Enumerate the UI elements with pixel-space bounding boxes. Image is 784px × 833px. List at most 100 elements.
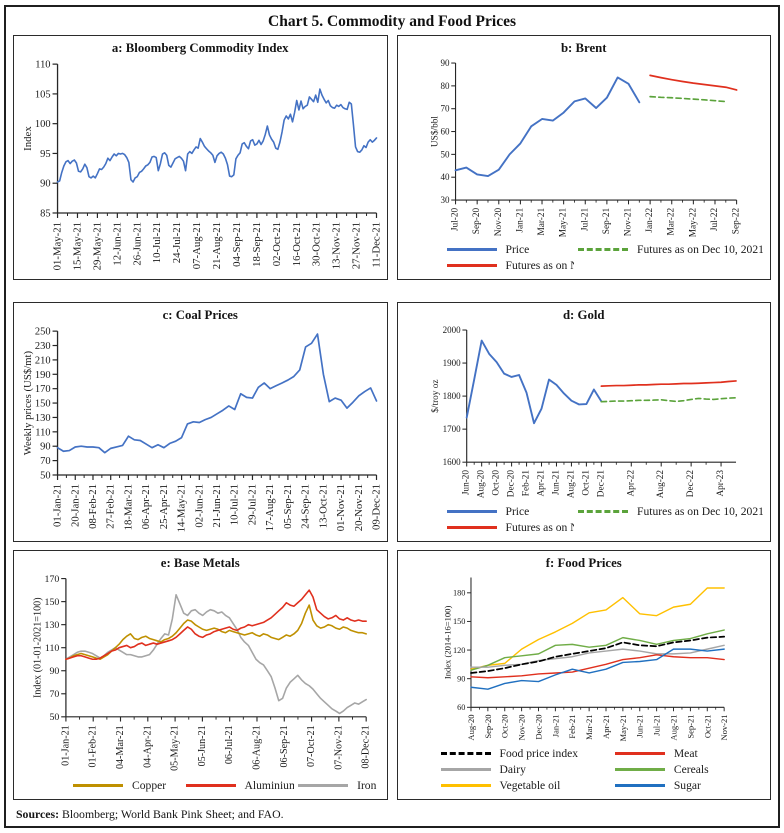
svg-text:01-Feb-21: 01-Feb-21 xyxy=(88,725,99,767)
legend-swatch xyxy=(578,510,629,513)
svg-text:02-Jun-21: 02-Jun-21 xyxy=(193,484,205,528)
legend-label: Aluminium xyxy=(244,779,295,792)
svg-text:May-21: May-21 xyxy=(558,207,568,237)
svg-text:50: 50 xyxy=(49,712,59,723)
svg-text:Dec-22: Dec-22 xyxy=(686,470,696,498)
svg-text:250: 250 xyxy=(35,327,51,338)
svg-text:01-Nov-21: 01-Nov-21 xyxy=(335,484,347,531)
svg-text:130: 130 xyxy=(35,413,51,424)
svg-text:170: 170 xyxy=(45,574,60,585)
svg-text:50: 50 xyxy=(440,149,450,159)
panel-f-food-prices: f: Food Prices 60 90 120 150 180 Aug-20 Sep-20… xyxy=(396,550,771,800)
row-1: a: Bloomberg Commodity Index 85 90 95 100 10… xyxy=(13,35,771,280)
svg-text:Nov-21: Nov-21 xyxy=(623,207,633,236)
svg-text:Jan-22: Jan-22 xyxy=(645,207,655,232)
svg-text:05-May-21: 05-May-21 xyxy=(170,725,181,771)
legend-label: Dairy xyxy=(499,763,526,776)
legend-swatch xyxy=(440,752,491,755)
svg-text:07-Oct-21: 07-Oct-21 xyxy=(306,725,317,767)
svg-text:01-Jan-21: 01-Jan-21 xyxy=(52,484,64,527)
legend-label: Iron xyxy=(357,779,377,792)
svg-text:20-Jan-21: 20-Jan-21 xyxy=(69,484,81,527)
legend-label: Futures as on Dec 10, 2021 xyxy=(637,505,763,518)
svg-text:110: 110 xyxy=(35,60,50,71)
panel-c-coal-prices: c: Coal Prices 50 70 90 110 130 150 170 190 210 2… xyxy=(13,302,388,542)
legend-swatch xyxy=(578,248,629,251)
chart-c-coal-prices: 50 70 90 110 130 150 170 190 210 230 250 01-Jan-21 2… xyxy=(22,327,383,533)
svg-text:170: 170 xyxy=(35,384,51,395)
svg-text:90: 90 xyxy=(457,674,465,683)
svg-text:50: 50 xyxy=(40,470,50,481)
svg-text:Dec-20: Dec-20 xyxy=(506,470,516,498)
legend-swatch xyxy=(440,768,491,771)
legend-item-sugar: Sugar xyxy=(614,779,763,792)
legend-item-food-price-index: Food price index xyxy=(440,747,611,760)
svg-text:Apr-21: Apr-21 xyxy=(536,470,546,497)
svg-text:Index (2014-16=100): Index (2014-16=100) xyxy=(442,606,452,680)
legend-item-vegetable-oil: Vegetable oil xyxy=(440,779,611,792)
svg-text:95: 95 xyxy=(40,149,50,160)
svg-text:US$/bbl: US$/bbl xyxy=(429,116,440,147)
svg-text:150: 150 xyxy=(35,399,51,410)
svg-text:Sep-21: Sep-21 xyxy=(685,714,695,738)
svg-text:90: 90 xyxy=(440,58,450,68)
legend-label: Vegetable oil xyxy=(499,779,561,792)
svg-text:150: 150 xyxy=(452,617,464,626)
svg-text:90: 90 xyxy=(40,179,50,190)
svg-text:80: 80 xyxy=(440,81,450,91)
legend-swatch xyxy=(446,526,497,529)
svg-text:08-Dec-21: 08-Dec-21 xyxy=(361,725,372,768)
svg-text:$/troy oz: $/troy oz xyxy=(430,380,440,413)
svg-text:Apr-21: Apr-21 xyxy=(601,714,611,739)
legend-item-futures-as-on-nov-9-2021: Futures as on Nov 9, 2021 xyxy=(446,521,574,534)
legend-label: Sugar xyxy=(673,779,701,792)
svg-text:Jun-21: Jun-21 xyxy=(551,470,561,496)
svg-text:230: 230 xyxy=(35,341,51,352)
chart-panel-frame: Chart 5. Commodity and Food Prices a: Bl… xyxy=(4,5,780,828)
svg-text:05-Sep-21: 05-Sep-21 xyxy=(282,484,294,529)
svg-text:180: 180 xyxy=(452,589,464,598)
legend-b: Price Futures as on Dec 10, 2021 Futures a… xyxy=(401,240,768,276)
svg-text:Oct-21: Oct-21 xyxy=(581,470,591,496)
legend-f: Food price index Meat Dairy Cereals Vegetabl… xyxy=(401,744,768,796)
series-futures-as-on-nov-9-2021 xyxy=(600,380,737,388)
series-futures-as-on-dec-10-2021 xyxy=(648,95,727,103)
legend-swatch xyxy=(446,510,497,513)
svg-text:Weekly prices (US$/mt): Weekly prices (US$/mt) xyxy=(22,350,34,455)
legend-item-futures-as-on-dec-10-2021: Futures as on Dec 10, 2021 xyxy=(578,243,763,256)
svg-text:Apr-22: Apr-22 xyxy=(626,470,636,497)
svg-text:1900: 1900 xyxy=(442,358,461,368)
legend-item-futures-as-on-nov-9-2021: Futures as on Nov 9, 2021 xyxy=(446,259,575,272)
svg-text:100: 100 xyxy=(35,119,51,130)
legend-label: Copper xyxy=(132,779,167,792)
panel-b-brent: b: Brent 30 40 50 60 70 80 90 Jul-20 Sep-20 Nov-2… xyxy=(396,35,771,280)
svg-text:70: 70 xyxy=(40,456,50,467)
panel-a-title: a: Bloomberg Commodity Index xyxy=(111,41,289,55)
legend-label: Cereals xyxy=(673,763,709,776)
svg-text:60: 60 xyxy=(440,127,450,137)
svg-text:May-21: May-21 xyxy=(617,714,627,741)
svg-text:Aug-20: Aug-20 xyxy=(465,714,475,740)
svg-text:1600: 1600 xyxy=(442,457,461,467)
svg-text:2000: 2000 xyxy=(442,325,461,335)
legend-swatch xyxy=(614,768,665,771)
sources-note: Sources: Bloomberg; World Bank Pink Shee… xyxy=(13,807,771,822)
svg-text:30-Oct-21: 30-Oct-21 xyxy=(311,222,323,266)
legend-label: Price xyxy=(505,243,530,256)
svg-text:27-Feb-21: 27-Feb-21 xyxy=(105,484,117,529)
legend-label: Futures as on Nov 9, 2021 xyxy=(505,259,575,272)
series-iron xyxy=(65,593,367,715)
legend-e: Copper Aluminium Iron xyxy=(17,776,384,796)
svg-text:29-May-21: 29-May-21 xyxy=(91,222,103,270)
svg-text:05-Jun-21: 05-Jun-21 xyxy=(197,725,208,766)
svg-text:Oct-20: Oct-20 xyxy=(491,470,501,496)
svg-text:21-Aug-21: 21-Aug-21 xyxy=(211,222,223,269)
legend-swatch xyxy=(446,248,497,251)
svg-text:01-Jan-21: 01-Jan-21 xyxy=(60,725,71,766)
svg-text:01-May-21: 01-May-21 xyxy=(52,222,64,270)
svg-text:Aug-21: Aug-21 xyxy=(668,714,678,740)
legend-item-copper: Copper xyxy=(73,779,182,792)
svg-text:90: 90 xyxy=(40,442,50,453)
legend-item-price: Price xyxy=(446,243,575,256)
svg-text:Index: Index xyxy=(22,126,34,151)
